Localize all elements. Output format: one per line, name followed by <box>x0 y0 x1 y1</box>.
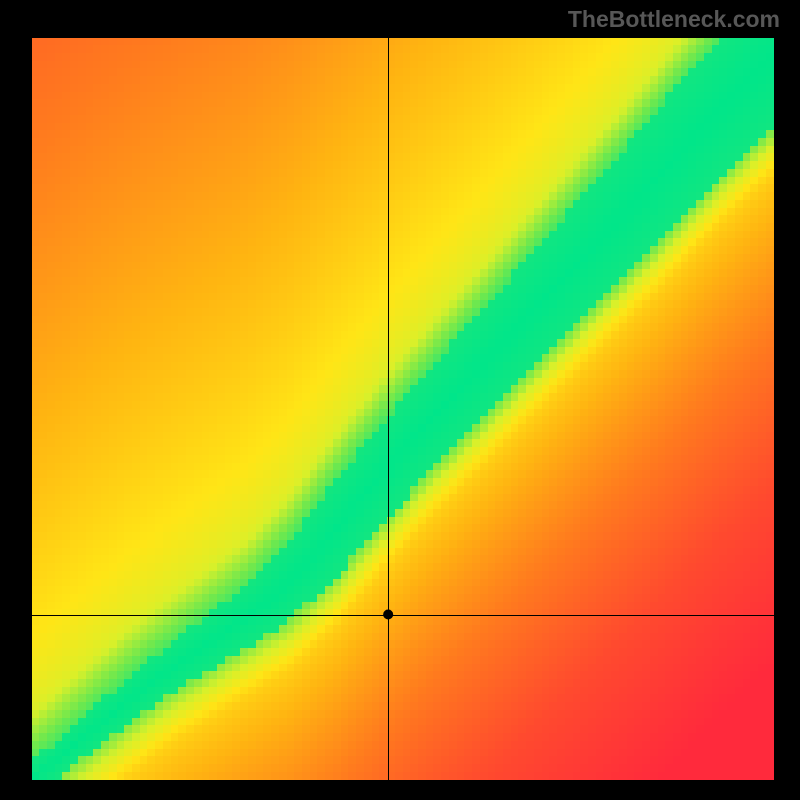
chart-frame: TheBottleneck.com <box>0 0 800 800</box>
heatmap-canvas <box>32 38 774 780</box>
watermark-text: TheBottleneck.com <box>568 6 780 33</box>
heatmap-plot <box>32 38 774 780</box>
